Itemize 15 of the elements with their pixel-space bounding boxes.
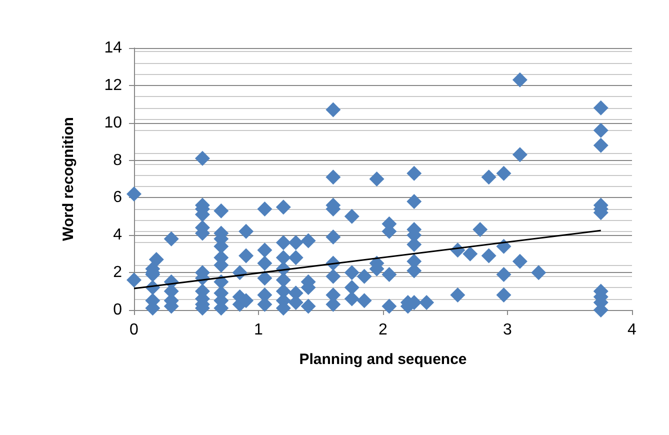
y-axis-title: Word recognition bbox=[60, 117, 77, 241]
x-tick-label: 1 bbox=[254, 322, 264, 338]
x-axis-title: Planning and sequence bbox=[299, 351, 467, 368]
x-tick-label: 3 bbox=[503, 322, 512, 338]
y-tick-label: 6 bbox=[113, 189, 122, 206]
y-tick-label: 2 bbox=[113, 264, 122, 282]
y-tick-label: 0 bbox=[113, 302, 122, 318]
y-tick-label: 4 bbox=[113, 226, 122, 244]
y-tick-label: 10 bbox=[104, 114, 122, 132]
x-tick-label: 2 bbox=[378, 322, 388, 338]
y-tick-label: 14 bbox=[104, 40, 122, 56]
x-tick-label: 4 bbox=[628, 322, 637, 338]
y-tick-label: 12 bbox=[104, 76, 122, 94]
x-tick-label: 0 bbox=[130, 322, 139, 338]
y-tick-label: 8 bbox=[113, 152, 122, 169]
